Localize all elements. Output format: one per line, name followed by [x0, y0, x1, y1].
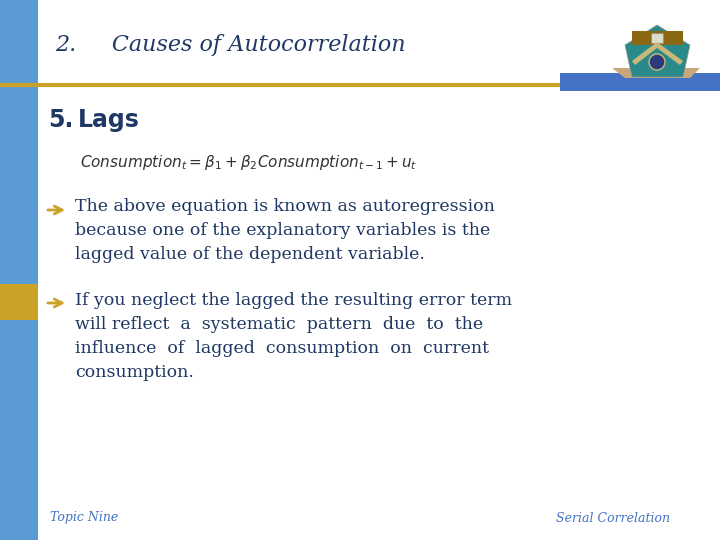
Text: The above equation is known as autoregression
because one of the explanatory var: The above equation is known as autoregre…: [75, 198, 495, 264]
Text: If you neglect the lagged the resulting error term
will reflect  a  systematic  : If you neglect the lagged the resulting …: [75, 292, 512, 381]
Text: 2.     Causes of Autocorrelation: 2. Causes of Autocorrelation: [55, 34, 405, 56]
Polygon shape: [625, 25, 690, 77]
FancyBboxPatch shape: [0, 284, 38, 320]
Text: 5.: 5.: [48, 108, 73, 132]
FancyBboxPatch shape: [0, 0, 38, 540]
FancyBboxPatch shape: [651, 33, 663, 43]
Text: Topic Nine: Topic Nine: [50, 511, 118, 524]
FancyBboxPatch shape: [560, 73, 720, 91]
FancyBboxPatch shape: [632, 31, 683, 45]
Polygon shape: [612, 68, 700, 78]
Text: $\mathit{Consumption}_t = \beta_1 + \beta_2\mathit{Consumption}_{t-1} + u_t$: $\mathit{Consumption}_t = \beta_1 + \bet…: [80, 152, 418, 172]
Circle shape: [649, 54, 665, 70]
Text: Serial Correlation: Serial Correlation: [556, 511, 670, 524]
Polygon shape: [632, 42, 683, 65]
Text: Lags: Lags: [78, 108, 140, 132]
